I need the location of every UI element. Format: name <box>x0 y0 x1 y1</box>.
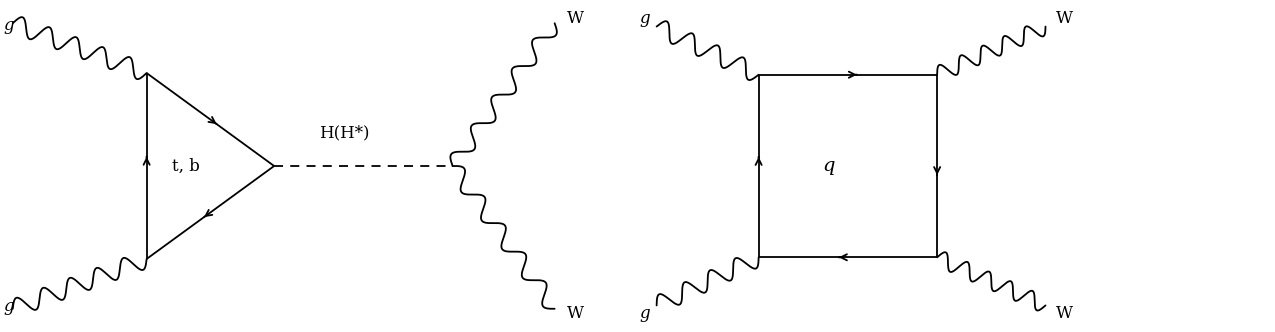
Text: H(H*): H(H*) <box>319 124 370 141</box>
Text: q: q <box>822 157 835 175</box>
Text: W: W <box>567 305 584 322</box>
Text: W: W <box>1056 10 1072 27</box>
Text: W: W <box>1056 305 1072 322</box>
Text: g: g <box>4 298 14 315</box>
Text: g: g <box>640 305 650 322</box>
Text: t, b: t, b <box>172 157 200 175</box>
Text: W: W <box>567 10 584 27</box>
Text: g: g <box>640 10 650 27</box>
Text: g: g <box>4 17 14 34</box>
